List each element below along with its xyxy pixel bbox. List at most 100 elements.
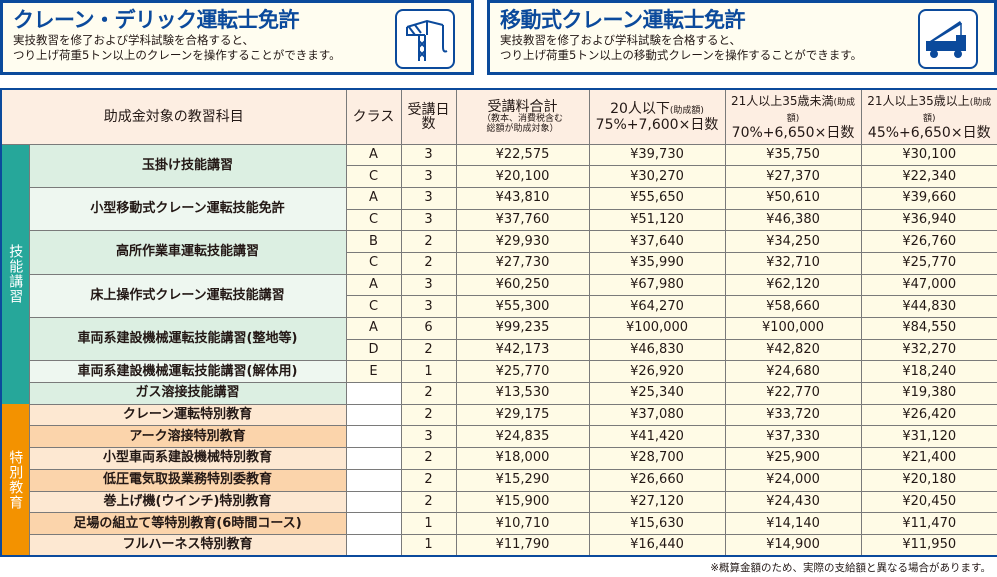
cell-c3: ¥36,940 xyxy=(860,208,997,232)
section-label: 技能講習 xyxy=(1,144,29,405)
cell-total: ¥15,900 xyxy=(455,490,590,514)
table-row: 床上操作式クレーン運転技能講習 A 3 ¥60,250 ¥67,980 ¥62,120 ¥4… xyxy=(1,273,997,319)
cell-c1: ¥16,440 xyxy=(588,533,726,557)
table-row: C 3 ¥55,300 ¥64,270 ¥58,660 ¥44,830 xyxy=(1,295,997,318)
table-row: 車両系建設機械運転技能講習(解体用) E 1 ¥25,770 ¥26,920 ¥24,68… xyxy=(1,360,997,384)
cell-total: ¥11,790 xyxy=(455,533,590,557)
card-text: 実技教習を修了および学科試験を合格すると、 xyxy=(13,33,255,47)
cell-class: A xyxy=(345,143,402,167)
cell-c2: ¥22,770 xyxy=(724,382,862,405)
cell-total: ¥13,530 xyxy=(455,382,590,405)
cell-class: A xyxy=(345,273,402,297)
header-c3-sub: (助成額) xyxy=(922,97,992,124)
course-name: 足場の組立て等特別教育(6時間コース) xyxy=(28,512,347,535)
cell-total: ¥22,575 xyxy=(455,143,590,167)
cell-c1: ¥67,980 xyxy=(588,273,726,297)
cell-c3: ¥30,100 xyxy=(860,143,997,167)
cell-c2: ¥32,710 xyxy=(724,251,862,275)
table-row: 低圧電気取扱業務特別委教育 2 ¥15,290 ¥26,660 ¥24,000 ¥20,1… xyxy=(1,468,997,492)
course-name: 車両系建設機械運転技能講習(解体用) xyxy=(28,360,347,384)
cell-c2: ¥62,120 xyxy=(724,273,862,297)
table-row: 特別教育 クレーン運転特別教育 2 ¥29,175 ¥37,080 ¥33,720 ¥26,… xyxy=(1,403,997,557)
course-name: 高所作業車運転技能講習 xyxy=(28,230,347,275)
cell-c2: ¥35,750 xyxy=(724,143,862,167)
cell-c2: ¥24,680 xyxy=(724,360,862,384)
table-row: 小型移動式クレーン運転技能免許 A 3 ¥43,810 ¥55,650 ¥50,610 ¥3… xyxy=(1,186,997,232)
table-row: 車両系建設機械運転技能講習(整地等) A 6 ¥99,235 ¥100,000 ¥100,… xyxy=(1,316,997,362)
course-name: 小型車両系建設機械特別教育 xyxy=(28,447,347,470)
table-row: C 3 ¥37,760 ¥51,120 ¥46,380 ¥36,940 xyxy=(1,208,997,232)
course-name: 玉掛け技能講習 xyxy=(28,143,347,188)
header-total-note: 総額が助成対象） xyxy=(486,123,559,134)
course-name: 車両系建設機械運転技能講習(整地等) xyxy=(28,316,347,362)
cell-c1: ¥15,630 xyxy=(588,512,726,535)
cell-c3: ¥84,550 xyxy=(860,317,997,340)
cell-days: 1 xyxy=(400,360,457,384)
table-row: ガス溶接技能講習 2 ¥13,530 ¥25,340 ¥22,770 ¥19,380 xyxy=(1,382,997,405)
cell-total: ¥55,300 xyxy=(455,295,590,318)
cell-class xyxy=(345,382,402,405)
cell-c2: ¥34,250 xyxy=(724,230,862,253)
cell-days: 2 xyxy=(400,447,457,470)
cell-c2: ¥24,430 xyxy=(724,490,862,514)
cell-c2: ¥42,820 xyxy=(724,338,862,362)
cell-c3: ¥44,830 xyxy=(860,295,997,318)
cell-c3: ¥26,760 xyxy=(860,230,997,253)
cell-total: ¥37,760 xyxy=(455,208,590,232)
cell-class: E xyxy=(345,360,402,384)
cell-total: ¥42,173 xyxy=(455,338,590,362)
cell-total: ¥27,730 xyxy=(455,251,590,275)
cell-total: ¥99,235 xyxy=(455,317,590,340)
cell-class xyxy=(345,533,402,557)
cell-total: ¥15,290 xyxy=(455,468,590,492)
mobile-crane-truck-icon xyxy=(918,9,978,69)
course-name: 巻上げ機(ウインチ)特別教育 xyxy=(28,490,347,514)
course-fee-table: 助成金対象の教習科目 クラス 受講日数 受講料合計 （教本、消費税含む 総額が助成対… xyxy=(0,88,997,558)
header-c2-sub: (助成額) xyxy=(786,97,856,124)
cell-c1: ¥41,420 xyxy=(588,425,726,449)
cell-c2: ¥37,330 xyxy=(724,425,862,449)
cell-c1: ¥39,730 xyxy=(588,143,726,167)
header-subject: 助成金対象の教習科目 xyxy=(0,88,347,145)
mobile-crane-license-card: 移動式クレーン運転士免許 実技教習を修了および学科試験を合格すると、 つり上げ荷… xyxy=(487,0,997,75)
cell-c3: ¥31,120 xyxy=(860,425,997,449)
table-row: 足場の組立て等特別教育(6時間コース) 1 ¥10,710 ¥15,630 ¥14,14… xyxy=(1,512,997,535)
header-c2-label: 21人以上35歳未満 xyxy=(730,93,834,108)
footnote: ※概算金額のため、実際の支給額と異なる場合があります。 xyxy=(710,562,991,574)
cell-days: 1 xyxy=(400,533,457,557)
cell-days: 3 xyxy=(400,186,457,210)
cell-days: 3 xyxy=(400,143,457,167)
header-c3-label: 21人以上35歳以上 xyxy=(867,93,970,108)
cell-days: 6 xyxy=(400,317,457,340)
table-row: C 2 ¥27,730 ¥35,990 ¥32,710 ¥25,770 xyxy=(1,251,997,275)
cell-days: 3 xyxy=(400,425,457,449)
cell-c3: ¥25,770 xyxy=(860,251,997,275)
course-name: アーク溶接特別教育 xyxy=(28,425,347,449)
header-days: 受講日数 xyxy=(400,88,457,145)
cell-class: A xyxy=(345,186,402,210)
course-name: クレーン運転特別教育 xyxy=(28,403,347,427)
cell-total: ¥60,250 xyxy=(455,273,590,297)
cell-class: C xyxy=(345,165,402,188)
table-row: 高所作業車運転技能講習 B 2 ¥29,930 ¥37,640 ¥34,250 ¥26,76… xyxy=(1,230,997,275)
cell-c2: ¥27,370 xyxy=(724,165,862,188)
cell-days: 2 xyxy=(400,230,457,253)
card-title: クレーン・デリック運転士免許 xyxy=(13,8,299,32)
cell-class: C xyxy=(345,208,402,232)
section-label: 特別教育 xyxy=(1,404,29,557)
cell-class xyxy=(345,512,402,535)
cell-c3: ¥22,340 xyxy=(860,165,997,188)
table-row: フルハーネス特別教育 1 ¥11,790 ¥16,440 ¥14,900 ¥11,950 xyxy=(1,533,997,557)
table-row: 巻上げ機(ウインチ)特別教育 2 ¥15,900 ¥27,120 ¥24,430 ¥20,… xyxy=(1,490,997,514)
cell-days: 1 xyxy=(400,512,457,535)
cell-c1: ¥37,080 xyxy=(588,403,726,427)
cell-c2: ¥14,900 xyxy=(724,533,862,557)
table-row: C 3 ¥20,100 ¥30,270 ¥27,370 ¥22,340 xyxy=(1,165,997,188)
cell-c1: ¥51,120 xyxy=(588,208,726,232)
cell-class xyxy=(345,425,402,449)
cell-c3: ¥11,950 xyxy=(860,533,997,557)
crane-derrick-license-card: クレーン・デリック運転士免許 実技教習を修了および学科試験を合格すると、 つり上… xyxy=(0,0,474,75)
cell-c3: ¥47,000 xyxy=(860,273,997,297)
cell-days: 3 xyxy=(400,165,457,188)
cell-total: ¥24,835 xyxy=(455,425,590,449)
